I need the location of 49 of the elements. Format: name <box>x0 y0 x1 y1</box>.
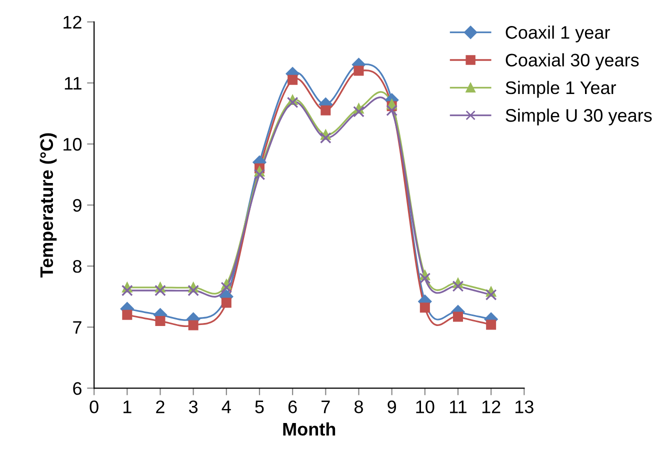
x-axis-title: Month <box>283 422 336 436</box>
point <box>354 66 364 76</box>
point <box>386 104 398 116</box>
point <box>420 302 430 313</box>
point <box>486 320 496 330</box>
point <box>155 316 166 326</box>
point <box>221 298 232 308</box>
point <box>121 284 133 296</box>
legend-label: Coaxil 1 year <box>506 26 610 42</box>
point <box>485 289 497 300</box>
y-tick-label: 12 <box>64 16 82 28</box>
point <box>288 74 298 85</box>
x-tick-label: 12 <box>482 400 500 414</box>
x-tick-label: 2 <box>156 400 164 414</box>
x-tick-label: 1 <box>124 400 132 414</box>
point <box>220 282 232 294</box>
x-tick-label: 8 <box>354 400 363 414</box>
x-tick-label: 6 <box>288 400 297 414</box>
y-tick-label: 7 <box>73 321 82 334</box>
legend-label: Simple U 30 years <box>506 108 652 126</box>
x-tick-label: 10 <box>416 400 434 414</box>
point <box>188 320 198 330</box>
point <box>254 168 266 180</box>
x-tick-label: 7 <box>322 400 330 414</box>
x-tick-label: 3 <box>188 400 198 414</box>
x-tick-label: 13 <box>515 400 534 414</box>
y-tick-label: 6 <box>73 382 82 395</box>
x-tick-label: 9 <box>388 400 396 414</box>
point <box>188 284 200 296</box>
point <box>320 105 331 116</box>
point <box>154 284 166 296</box>
point <box>320 132 332 144</box>
legend-label: Simple 1 Year <box>506 80 616 98</box>
y-tick-label: 11 <box>64 77 82 90</box>
y-axis-title: Temperature (°C) <box>40 133 57 278</box>
y-tick-label: 9 <box>73 198 82 212</box>
legend-label: Coaxial 30 years <box>506 53 639 70</box>
point <box>452 312 463 322</box>
x-tick-label: 11 <box>450 400 466 414</box>
point <box>286 96 298 108</box>
point <box>452 280 464 292</box>
x-tick-label: 5 <box>255 400 264 414</box>
x-tick-label: 4 <box>222 400 231 414</box>
point <box>353 106 364 118</box>
y-tick-label: 8 <box>73 260 82 273</box>
x-tick-label: 0 <box>90 400 98 414</box>
point <box>122 310 132 320</box>
point <box>419 272 431 284</box>
y-tick-label: 10 <box>64 138 82 151</box>
